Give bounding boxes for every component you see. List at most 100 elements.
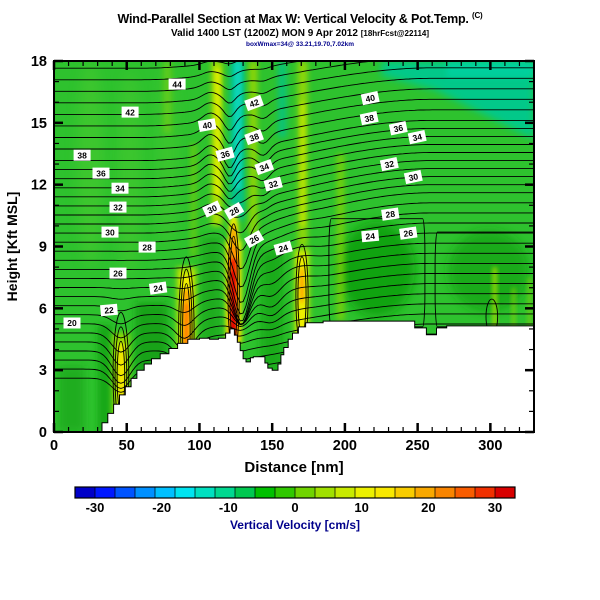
contour-label-value: 30 [105,227,115,237]
figure-title: Wind-Parallel Section at Max W: Vertical… [0,11,600,26]
contour-label-value: 38 [248,131,261,144]
isentrope-line [54,176,534,234]
isentrope-line [54,232,534,322]
y-axis-title: Height [Kft MSL] [4,192,20,302]
isentrope-line [54,61,377,92]
y-tick-label: 0 [39,425,47,441]
colorbar-tick-label: 20 [421,500,435,515]
isentrope-line [54,144,534,192]
contour-label-value: 32 [384,158,396,170]
y-tick-label: 6 [39,301,47,317]
contour-label-value: 28 [142,242,152,252]
contour-label-box [92,167,110,179]
contour-label-box [223,201,245,221]
isentrope-line [54,67,534,104]
contour-label: 28 [223,201,245,221]
vertical-velocity-band [234,61,242,189]
vertical-velocity-band [184,304,189,367]
contour-label-value: 32 [113,202,123,212]
contour-label: 22 [100,303,118,317]
contour-label-value: 30 [408,171,420,183]
colorbar-segment [175,487,196,498]
contour-label-box [273,240,293,256]
contour-label: 38 [244,129,264,146]
contour-label: 38 [359,110,379,126]
contour-label-box [100,303,118,317]
contour-label-box [403,169,423,185]
colorbar-segment [315,487,336,498]
isentrope-line [54,273,534,326]
vertical-velocity-band [119,353,124,400]
x-tick-label: 150 [260,438,284,454]
contour-label-box [148,281,168,295]
contour-label-value: 34 [412,131,424,143]
contour-label-value: 28 [385,209,396,220]
contour-label-value: 26 [113,268,123,278]
colorbar-frame [74,486,516,499]
contour-label: 30 [403,169,423,185]
colorbar-tick-label: 0 [291,500,298,515]
contour-label-value: 36 [393,122,405,134]
contour-label: 32 [263,176,283,192]
contour-label-box [63,317,81,329]
isentrope-line [54,61,303,81]
contour-label: 26 [399,226,418,240]
contour-label-value: 24 [153,283,164,294]
figure-info-line: boxWmax=34@ 33.21,19.70,7.02km [245,41,355,48]
vertical-velocity-blob [77,61,104,268]
vertical-velocity-band [163,61,172,134]
vertical-velocity-band [511,287,516,332]
colorbar-segment [235,487,256,498]
colorbar-tick-label: 30 [488,500,502,515]
contour-label: 42 [121,106,139,118]
vertical-velocity-blob [157,61,178,247]
colorbar-segment [135,487,156,498]
isentrope-line [54,222,534,315]
isentrope-line [54,252,534,326]
contour-label: 34 [254,159,275,176]
contour-label-box [101,226,119,238]
vertical-velocity-band [58,366,85,432]
contour-label-value: 30 [206,203,219,216]
contour-label: 32 [379,156,399,172]
contour-label-box [379,156,399,172]
isentrope-line [54,98,534,144]
title-units-superscript: (C) [471,11,483,20]
contour-label-value: 26 [403,228,414,239]
contour-label-value: 26 [248,232,261,246]
colorbar-segment [395,487,416,498]
isentrope-line [54,152,534,200]
x-tick-label: 300 [478,438,502,454]
contour-label: 36 [388,121,408,136]
contour-label-box [361,229,380,243]
closed-isentrope [112,312,130,432]
contour-label-box [111,182,129,194]
isentrope-line [54,192,534,270]
colorbar-segment [475,487,496,498]
isentrope-line [54,160,534,208]
colorbar-tick-label: -30 [86,500,105,515]
x-tick-label: 50 [119,438,135,454]
contour-label-box [121,106,139,118]
figure-subtitle: Valid 1400 LST (1200Z) MON 9 Apr 2012 [1… [0,28,600,39]
x-tick-label: 0 [50,438,58,454]
colorbar-segment [375,487,396,498]
isentrope-line [54,168,534,218]
title-text: Wind-Parallel Section at Max W: Vertical… [117,12,472,27]
vertical-velocity-band [278,61,287,138]
contour-label: 26 [109,267,127,279]
colorbar-segment [275,487,296,498]
colorbar-segment [415,487,436,498]
contour-label-box [138,241,156,253]
isentrope-line [54,212,534,303]
isentrope-line [54,61,239,69]
contour-label: 42 [244,94,264,112]
x-tick-label: 250 [406,438,430,454]
isentrope-line [54,262,534,325]
isentrope-line [54,293,534,353]
contour-label-value: 22 [104,305,115,316]
colorbar-segment [435,487,456,498]
x-tick-label: 200 [333,438,357,454]
vertical-velocity-band [492,267,498,332]
